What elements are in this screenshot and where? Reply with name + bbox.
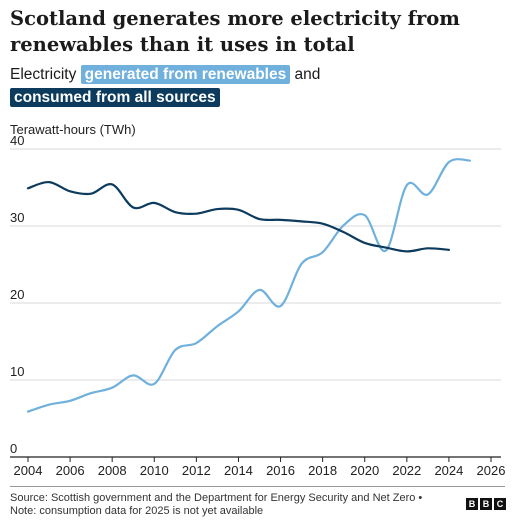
bbc-logo: B B C [466, 498, 506, 510]
y-tick-label: 10 [10, 364, 24, 379]
consumption-line [26, 181, 451, 253]
x-tick-label: 2014 [224, 463, 253, 478]
x-tick-label: 2008 [98, 463, 127, 478]
legend-consumption-pill: consumed from all sources [10, 88, 220, 107]
x-tick-labels: 2004 2006 2008 2010 2012 2014 2016 2018 2020 2022… [14, 457, 506, 478]
y-axis-label: Terawatt-hours (TWh) [10, 122, 136, 137]
x-tick-label: 2024 [434, 463, 463, 478]
legend-renewables-pill: generated from renewables [80, 65, 291, 84]
chart-subtitle: Electricity generated from renewables an… [10, 63, 505, 109]
chart-title: Scotland generates more electricity from… [10, 7, 460, 56]
source-note: Source: Scottish government and the Depa… [10, 492, 423, 517]
x-tick-label: 2010 [140, 463, 169, 478]
bbc-logo-letter: C [494, 498, 506, 510]
y-tick-label: 20 [10, 287, 24, 302]
x-tick-label: 2022 [392, 463, 421, 478]
y-tick-labels: 0 10 20 30 40 [10, 133, 24, 456]
series-lines [26, 158, 472, 413]
x-tick-label: 2006 [56, 463, 85, 478]
y-tick-label: 30 [10, 210, 24, 225]
y-tick-label: 40 [10, 133, 24, 148]
x-tick-label: 2012 [182, 463, 211, 478]
x-tick-label: 2018 [308, 463, 337, 478]
renewables-line [26, 158, 472, 413]
gridlines [10, 148, 501, 458]
bbc-logo-letter: B [480, 498, 492, 510]
x-tick-label: 2016 [266, 463, 295, 478]
y-tick-label: 0 [10, 441, 17, 456]
x-tick-label: 2026 [477, 463, 506, 478]
x-tick-label: 2020 [350, 463, 379, 478]
footer-divider [10, 486, 505, 487]
subtitle-prefix: Electricity [10, 66, 77, 83]
subtitle-and: and [294, 66, 321, 83]
x-tick-label: 2004 [14, 463, 43, 478]
bbc-logo-letter: B [466, 498, 478, 510]
